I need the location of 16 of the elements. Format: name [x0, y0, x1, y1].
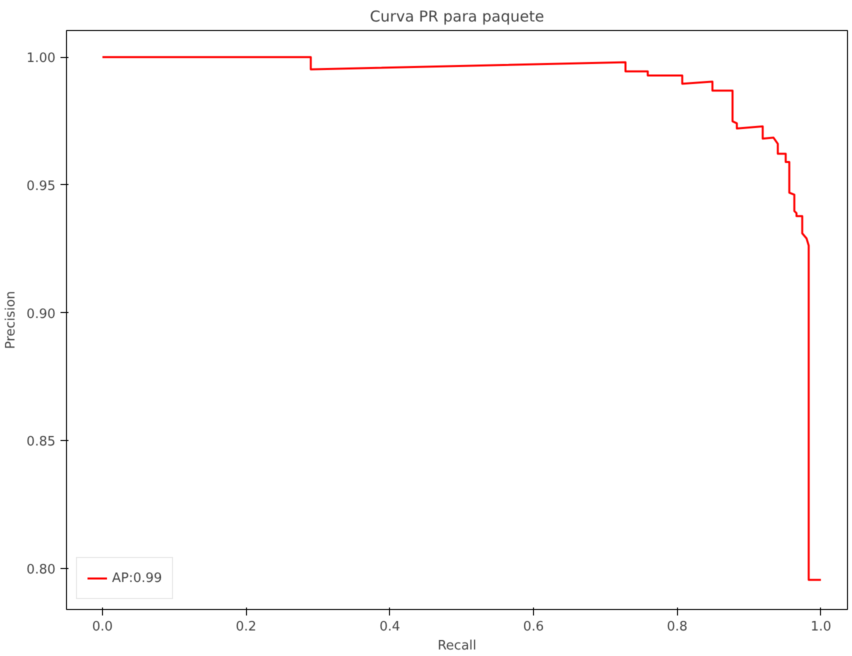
- y-axis-title: Precision: [4, 290, 19, 349]
- y-tick-label: 0.90: [26, 306, 56, 322]
- y-tick-label: 0.80: [26, 562, 56, 578]
- y-tick-label: 0.95: [26, 178, 56, 194]
- x-tick-label: 0.6: [523, 620, 544, 634]
- y-tick-label: 1.00: [26, 51, 56, 66]
- x-axis-title: Recall: [438, 638, 476, 654]
- y-tick-label: 0.85: [26, 434, 56, 450]
- x-tick-label: 1.0: [810, 620, 832, 634]
- x-tick-label: 0.8: [666, 620, 688, 634]
- chart-title: Curva PR para paquete: [370, 8, 544, 26]
- x-tick-label: 0.4: [379, 620, 400, 634]
- x-tick-label: 0.0: [92, 620, 113, 634]
- x-tick-label: 0.2: [236, 620, 256, 634]
- line-series: [101, 56, 822, 581]
- legend-label: AP:0.99: [112, 570, 162, 586]
